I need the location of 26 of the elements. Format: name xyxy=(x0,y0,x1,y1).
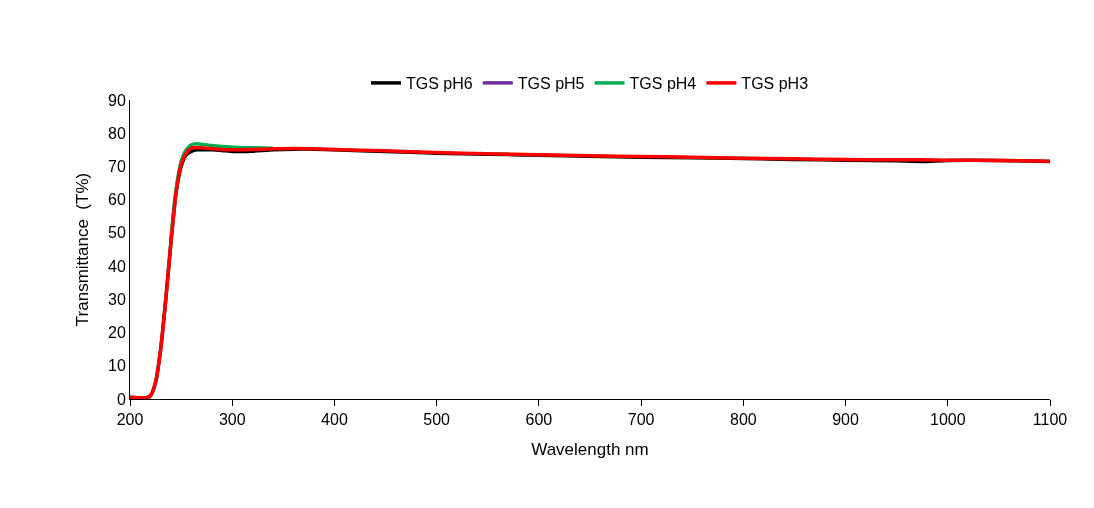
x-tick-label: 400 xyxy=(321,411,348,429)
y-tick-label: 70 xyxy=(108,158,126,176)
y-axis-title: Transmittance (T%) xyxy=(72,172,92,327)
y-tick-label: 40 xyxy=(108,257,126,275)
x-tick-label: 600 xyxy=(525,411,553,429)
legend-label: TGS pH5 xyxy=(517,75,585,93)
x-tick-label: 200 xyxy=(116,411,144,429)
legend-label: TGS pH6 xyxy=(406,75,473,93)
y-tick-label: 20 xyxy=(108,324,126,342)
x-tick-label: 300 xyxy=(218,411,246,429)
legend-label: TGS pH3 xyxy=(741,75,809,93)
y-tick-label: 50 xyxy=(108,224,126,242)
y-tick-label: 30 xyxy=(108,290,126,308)
y-tick-label: 0 xyxy=(116,390,126,408)
x-tick-label: 900 xyxy=(832,411,860,429)
y-tick-label: 10 xyxy=(108,357,126,375)
x-axis-title: Wavelength nm xyxy=(531,439,649,459)
y-tick-label: 90 xyxy=(108,91,126,109)
x-tick-label: 500 xyxy=(423,411,451,429)
x-tick-label: 1100 xyxy=(1032,411,1068,429)
y-tick-label: 80 xyxy=(108,124,126,142)
y-tick-label: 60 xyxy=(108,191,126,209)
x-tick-label: 800 xyxy=(729,411,757,429)
x-tick-label: 1000 xyxy=(929,411,966,429)
legend-label: TGS pH4 xyxy=(629,75,697,93)
x-tick-label: 700 xyxy=(627,411,655,429)
